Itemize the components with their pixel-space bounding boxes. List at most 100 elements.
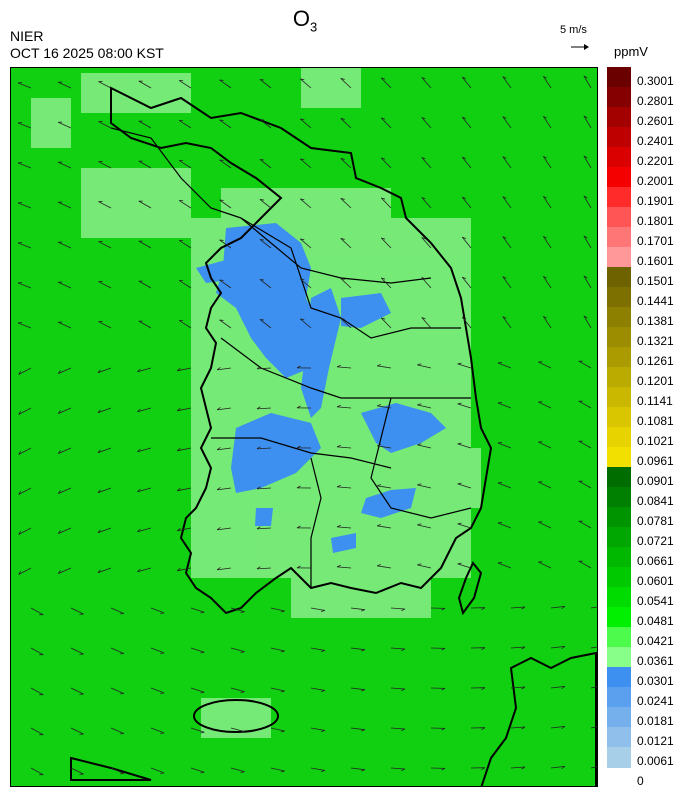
wind-vector	[137, 567, 152, 573]
wind-vector	[18, 447, 32, 455]
wind-vector	[542, 276, 552, 289]
wind-vector	[219, 119, 232, 129]
wind-vector	[217, 367, 232, 371]
wind-vector-head	[561, 646, 566, 650]
wind-vector	[257, 567, 272, 570]
legend-swatch	[607, 247, 631, 268]
wind-vector-head	[296, 485, 301, 489]
wind-vector-head	[521, 766, 526, 770]
wind-vector	[219, 79, 232, 89]
wind-vector	[178, 120, 192, 129]
wind-vector-head	[481, 727, 486, 731]
wind-vector	[30, 607, 44, 616]
legend-swatch	[607, 67, 631, 88]
legend-swatch	[607, 727, 631, 748]
wind-vector	[390, 767, 405, 770]
wind-vector-head	[417, 523, 422, 526]
title-main: O	[292, 6, 310, 31]
wind-vector	[259, 319, 272, 329]
wind-vector-head	[417, 403, 422, 406]
wind-vector	[310, 607, 325, 611]
wind-vector	[377, 565, 392, 569]
wind-vector	[137, 367, 152, 373]
wind-vector	[417, 564, 432, 569]
wind-vector	[70, 687, 84, 695]
wind-vector	[380, 157, 392, 169]
wind-vector-head	[457, 562, 462, 565]
wind-vector-head	[97, 369, 101, 374]
legend-swatch	[607, 347, 631, 368]
wind-vector	[417, 444, 432, 449]
wind-vector	[257, 527, 272, 530]
wind-vector-head	[543, 235, 548, 239]
wind-vector-head	[259, 279, 264, 281]
wind-vector	[337, 526, 352, 529]
wind-vector-head	[502, 196, 507, 199]
wind-vector-head	[137, 408, 141, 413]
wind-vector-head	[421, 317, 426, 320]
wind-vector-head	[521, 646, 526, 650]
legend-label: 0.1501	[637, 274, 674, 288]
wind-vector-head	[256, 566, 261, 570]
wind-vector	[310, 647, 325, 651]
wind-vector	[98, 281, 112, 289]
wind-vector-head	[336, 404, 341, 408]
wind-vector	[457, 563, 472, 569]
wind-vector	[380, 277, 392, 289]
wind-vector	[377, 365, 392, 369]
legend-label: 0.2201	[637, 154, 674, 168]
wind-vector	[578, 520, 592, 529]
wind-vector	[377, 405, 392, 409]
wind-vector	[30, 687, 44, 696]
wind-vector	[177, 367, 192, 372]
wind-vector-head	[259, 239, 264, 241]
wind-vector	[550, 605, 565, 609]
wind-vector-head	[340, 78, 345, 80]
wind-vector	[550, 685, 565, 689]
wind-vector	[70, 647, 84, 655]
wind-vector	[510, 766, 525, 769]
legend-label: 0.0421	[637, 634, 674, 648]
wind-vector	[497, 482, 512, 489]
legend-label: 0.1381	[637, 314, 674, 328]
wind-vector-head	[441, 647, 446, 651]
wind-vector	[457, 403, 472, 409]
legend-label: 0.1801	[637, 214, 674, 228]
wind-vector	[110, 647, 125, 654]
wind-vector	[578, 560, 592, 569]
wind-vector-head	[177, 527, 181, 532]
wind-vector-head	[497, 482, 502, 484]
province-borders	[110, 127, 472, 588]
wind-vector	[583, 235, 592, 249]
wind-vector	[17, 122, 32, 129]
wind-vector-head	[401, 688, 406, 692]
wind-vector-head	[361, 729, 366, 732]
wind-vector-head	[300, 158, 305, 161]
wind-vector-head	[320, 769, 325, 773]
legend-label: 0	[637, 774, 644, 788]
wind-vector	[257, 487, 272, 490]
legend-label: 0.0661	[637, 554, 674, 568]
wind-vector-head	[457, 482, 462, 485]
wind-vector	[550, 765, 565, 769]
wind-vector-head	[481, 687, 486, 691]
wind-vector-head	[137, 568, 141, 573]
wind-vector	[337, 446, 352, 449]
wind-vector	[390, 687, 405, 690]
wind-vector-head	[543, 155, 548, 159]
legend-label: 0.1901	[637, 194, 674, 208]
wind-vector-head	[421, 197, 426, 200]
mid-ozone-regions	[31, 68, 481, 738]
wind-vector-head	[381, 277, 386, 280]
wind-vector-head	[462, 116, 467, 119]
wind-vector-head	[401, 728, 406, 732]
wind-vector	[98, 81, 112, 89]
legend-swatch	[607, 427, 631, 448]
wind-vector	[259, 199, 272, 209]
wind-vector	[190, 727, 205, 733]
legend-swatch	[607, 107, 631, 128]
legend-label: 0.0901	[637, 474, 674, 488]
wind-vector-head	[57, 410, 61, 414]
legend-label: 0.1141	[637, 394, 673, 408]
wind-vector	[190, 647, 205, 653]
